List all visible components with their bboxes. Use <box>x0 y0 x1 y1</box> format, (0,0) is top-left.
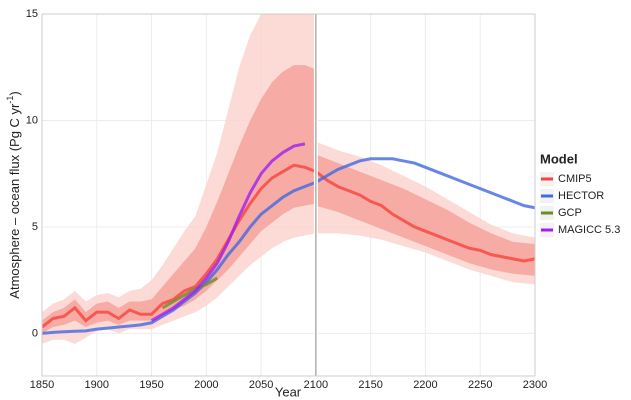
y-tick-label: 5 <box>32 221 38 233</box>
legend-title: Model <box>540 151 578 166</box>
x-tick-label: 2100 <box>304 379 328 391</box>
x-tick-label: 2250 <box>468 379 492 391</box>
plot-border <box>41 13 536 377</box>
y-label-text: Atmosphere – ocean flux (Pg C yr <box>7 103 22 299</box>
x-tick-label: 1850 <box>30 379 54 391</box>
x-axis-label: Year <box>275 384 302 399</box>
legend-label: MAGICC 5.3 <box>558 224 620 236</box>
range-band <box>315 154 535 276</box>
series-line <box>42 157 535 335</box>
series-line <box>150 142 306 322</box>
legend-label: GCP <box>558 207 582 219</box>
y-axis-label: Atmosphere – ocean flux (Pg C yr-1) <box>5 91 22 298</box>
x-tick-label: 2300 <box>523 379 547 391</box>
x-tick-label: 2050 <box>249 379 273 391</box>
y-tick-label: 15 <box>26 8 38 20</box>
y-label-end: ) <box>7 91 22 95</box>
x-tick-label: 2150 <box>358 379 382 391</box>
y-tick-label: 10 <box>26 114 38 126</box>
series-line <box>42 163 535 329</box>
range-band <box>42 65 316 334</box>
x-tick-label: 2200 <box>413 379 437 391</box>
x-tick-label: 1900 <box>85 379 109 391</box>
legend-label: CMIP5 <box>558 173 592 185</box>
x-tick-label: 1950 <box>139 379 163 391</box>
series-line <box>161 276 219 310</box>
y-label-sup: -1 <box>5 96 15 104</box>
plot-area <box>42 14 535 345</box>
range-band <box>42 14 316 345</box>
x-tick-label: 2000 <box>194 379 218 391</box>
y-tick-label: 0 <box>32 327 38 339</box>
legend-label: HECTOR <box>558 190 604 202</box>
